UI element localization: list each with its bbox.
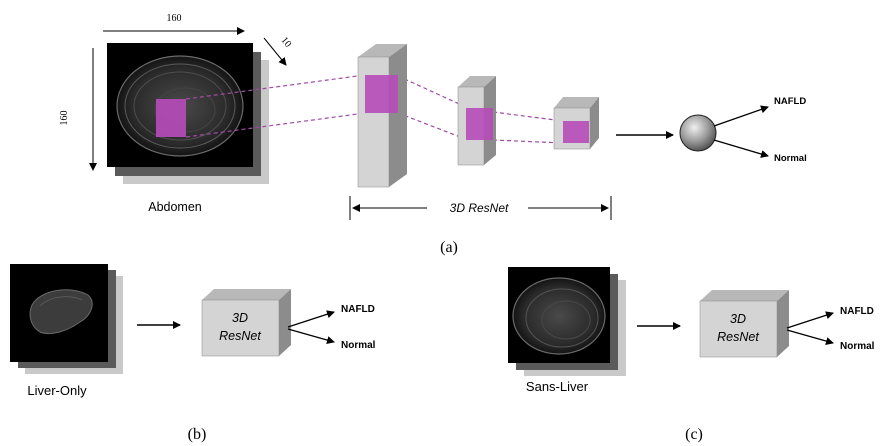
dashed-connector [185,112,366,138]
output-label-nafld: NAFLD [840,306,874,317]
arrow-to-nafld [713,105,769,127]
arrow-to-nafld [287,310,335,328]
arrow-to-normal [287,328,335,344]
caption-a: (a) [440,239,458,256]
depth-dimension-arrow [263,37,287,66]
dashed-connector [397,112,469,141]
output-label-normal: Normal [840,341,875,352]
height-dimension-label: 160 [59,111,70,126]
arrow-to-normal [713,139,769,158]
resnet-cube-c [699,290,789,358]
output-label-nafld: NAFLD [341,304,375,315]
panel-c: Sans-Liver 3D ResNet NAFLD Normal (c) [508,267,875,443]
output-label-normal: Normal [341,340,376,351]
liver-only-ct-slice [10,264,108,362]
input-region-highlight [156,99,186,137]
input-label-abdomen: Abdomen [148,200,202,214]
network-label: 3D ResNet [450,201,509,215]
network-label-line-2: ResNet [717,330,759,344]
resnet-block-1 [357,44,407,188]
arrow-to-nafld [786,311,834,329]
dashed-connector [397,75,469,109]
caption-b: (b) [188,426,207,443]
width-dimension-label: 160 [167,13,182,24]
dashed-connector [185,74,366,100]
network-label-line-2: ResNet [219,329,261,343]
classifier-node [679,114,717,152]
network-label-line-1: 3D [730,312,746,326]
network-label-line-1: 3D [232,311,248,325]
output-label-normal: Normal [774,153,807,164]
depth-dimension-label: 10 [278,35,293,50]
panel-a: 160 160 10 [59,13,807,256]
resnet-block-2 [457,76,496,166]
sans-liver-ct-slice [508,267,610,363]
input-label-liver-only: Liver-Only [27,383,87,398]
dashed-connector [492,111,564,122]
resnet-block-3 [553,97,599,150]
arrow-to-normal [786,329,834,345]
panel-b: Liver-Only 3D ResNet NAFLD Normal (b) [10,264,376,443]
input-label-sans-liver: Sans-Liver [526,379,589,394]
caption-c: (c) [685,426,703,443]
dashed-connector [492,139,564,144]
output-label-nafld: NAFLD [774,96,806,107]
resnet-cube-b [201,289,291,357]
